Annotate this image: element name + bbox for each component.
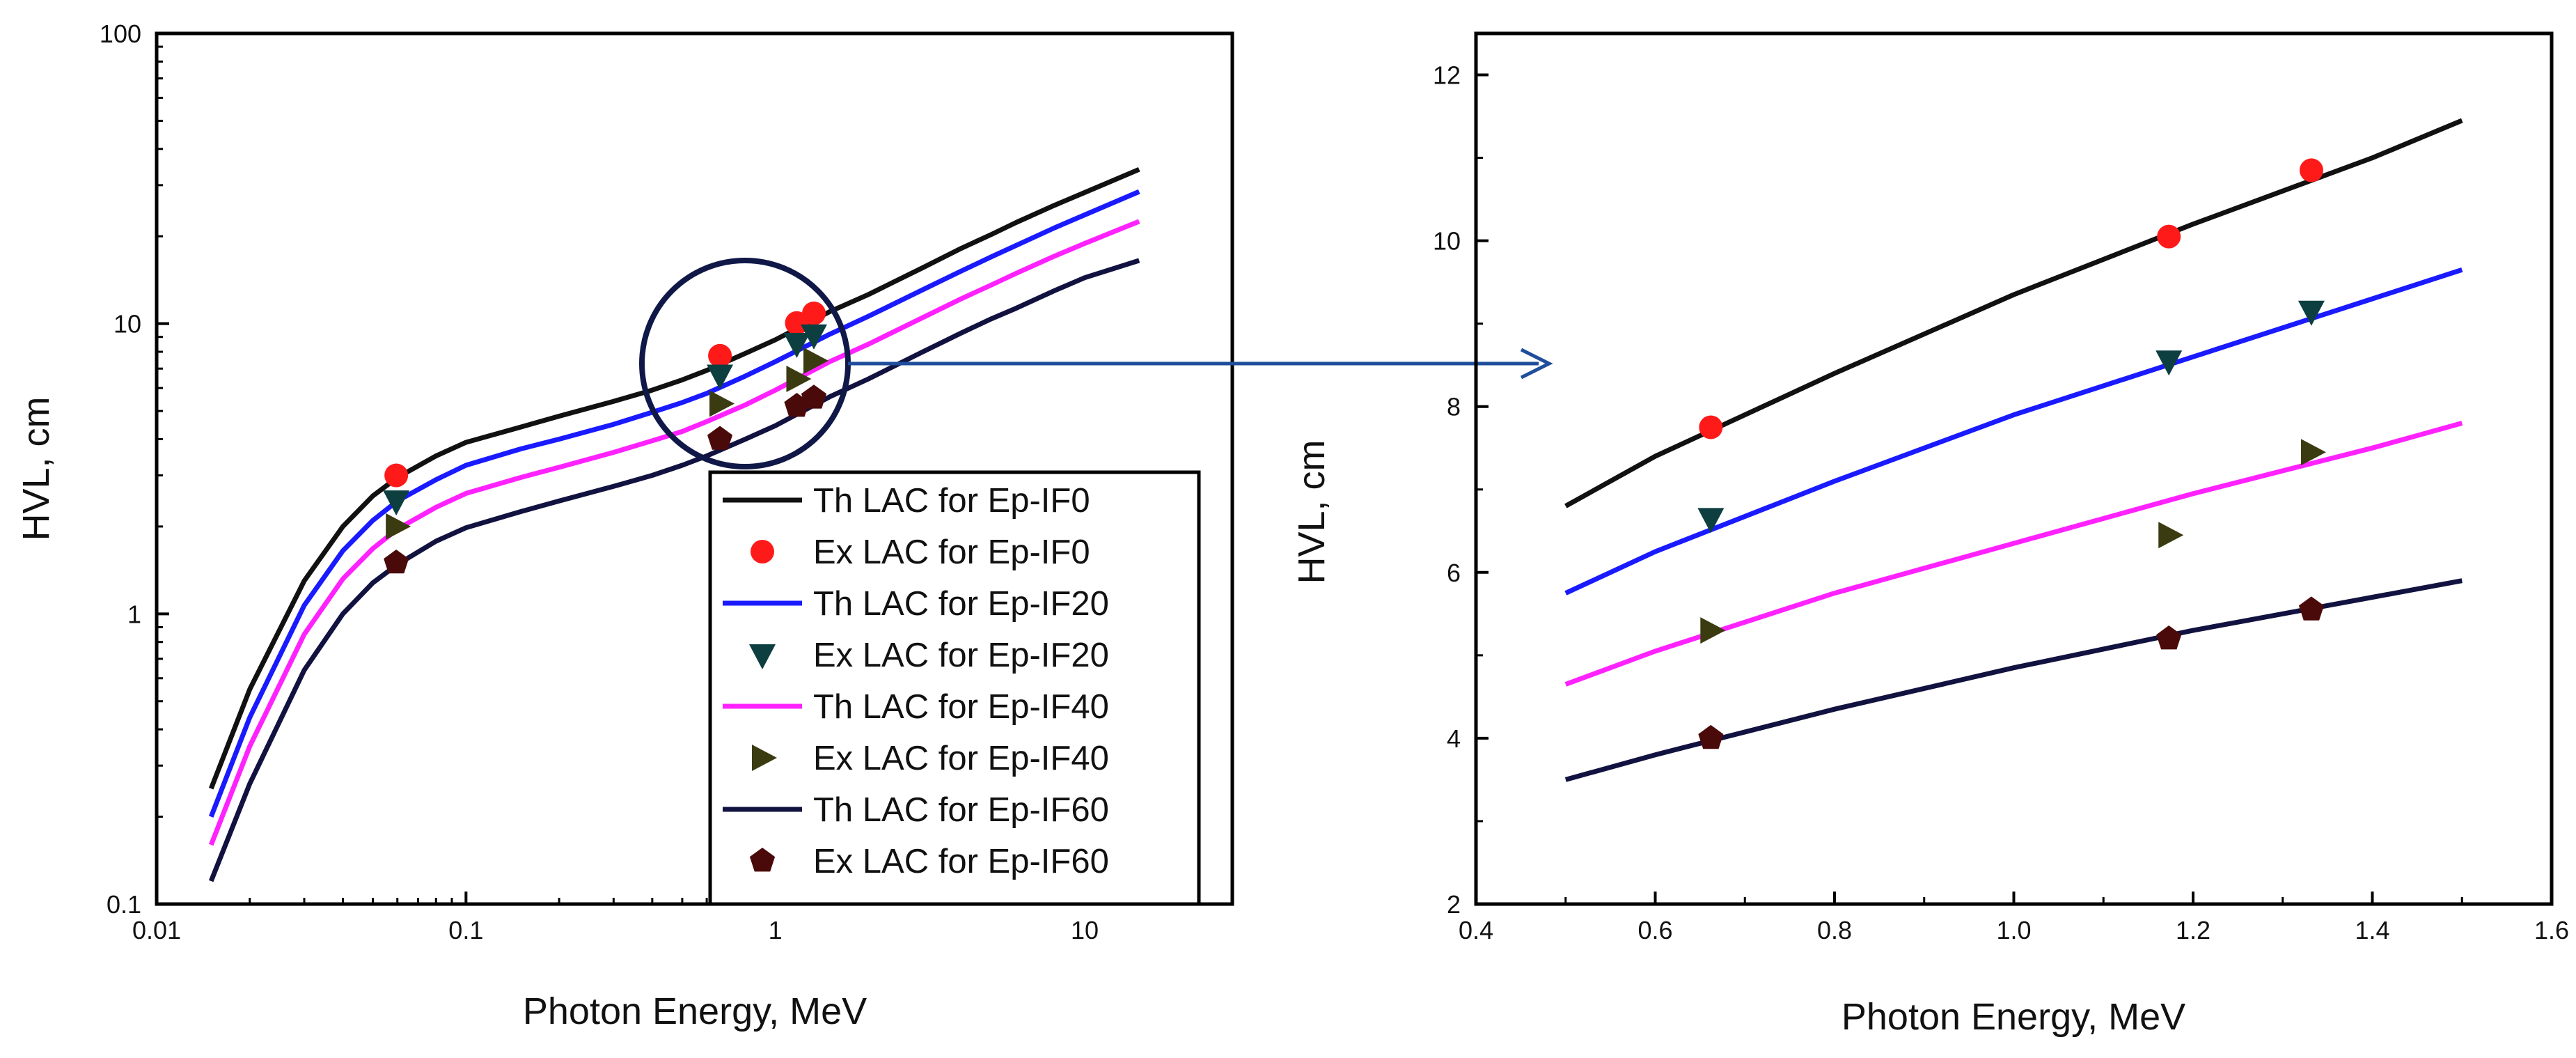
x-tick-label: 1.0 — [1996, 916, 2031, 944]
data-point-ex-lac-for-ep-if0 — [801, 301, 826, 325]
data-point-ex-lac-for-ep-if0 — [384, 463, 409, 488]
y-tick-label: 8 — [1447, 393, 1461, 421]
legend-label: Ex LAC for Ep-IF40 — [813, 740, 1109, 777]
data-point-ex-lac-for-ep-if20 — [783, 333, 810, 359]
x-tick-label: 1.4 — [2355, 916, 2389, 944]
left-series-markers — [383, 301, 828, 574]
data-point-ex-lac-for-ep-if60 — [707, 426, 733, 450]
x-tick-label: 1.2 — [2176, 916, 2210, 944]
zoom-arrow — [848, 348, 1553, 380]
data-point-ex-lac-for-ep-if60 — [2298, 596, 2324, 621]
data-point-ex-lac-for-ep-if40 — [1700, 617, 1726, 644]
series-line-th-lac-for-ep-if40 — [208, 219, 1140, 846]
x-tick-label: 0.8 — [1817, 916, 1852, 944]
x-tick-label: 0.01 — [132, 916, 181, 944]
y-tick-label: 12 — [1433, 61, 1461, 90]
y-tick-label: 4 — [1447, 724, 1461, 753]
data-point-ex-lac-for-ep-if40 — [386, 513, 411, 540]
right-y-axis-label: HVL, cm — [1291, 439, 1333, 584]
y-tick-label: 0.1 — [107, 890, 141, 919]
y-tick-label: 10 — [1433, 227, 1461, 256]
data-point-ex-lac-for-ep-if20 — [2155, 350, 2183, 376]
y-tick-label: 6 — [1447, 559, 1461, 587]
data-point-ex-lac-for-ep-if40 — [786, 366, 812, 393]
series-line-th-lac-for-ep-if40 — [1564, 421, 2463, 687]
data-point-ex-lac-for-ep-if40 — [2300, 439, 2326, 466]
y-tick-label: 10 — [113, 310, 141, 339]
data-point-ex-lac-for-ep-if60 — [2156, 625, 2182, 650]
legend: Th LAC for Ep-IF0 Ex LAC for Ep-IF0 Th LAC… — [708, 470, 1201, 906]
right-series-lines — [1564, 118, 2463, 782]
left-y-axis-label: HVL, cm — [15, 396, 57, 540]
right-series-markers — [1697, 158, 2326, 749]
legend-label: Th LAC for Ep-IF0 — [813, 482, 1090, 520]
data-point-ex-lac-for-ep-if40 — [803, 347, 828, 374]
x-tick-label: 0.4 — [1459, 916, 1493, 944]
x-tick-label: 0.6 — [1638, 916, 1672, 944]
legend-marker-swatch — [751, 540, 774, 563]
data-point-ex-lac-for-ep-if0 — [2299, 158, 2323, 182]
series-line-th-lac-for-ep-if60 — [208, 258, 1140, 882]
left-plot-frame — [155, 31, 1234, 906]
data-point-ex-lac-for-ep-if40 — [709, 390, 735, 417]
legend-label: Th LAC for Ep-IF40 — [813, 688, 1109, 726]
legend-label: Ex LAC for Ep-IF20 — [813, 637, 1109, 674]
legend-label: Th LAC for Ep-IF60 — [813, 791, 1109, 829]
data-point-ex-lac-for-ep-if20 — [2298, 300, 2325, 326]
data-point-ex-lac-for-ep-if0 — [708, 343, 732, 368]
y-tick-label: 1 — [127, 600, 141, 628]
series-line-th-lac-for-ep-if0 — [208, 166, 1140, 790]
legend-marker-swatch — [752, 745, 777, 771]
data-point-ex-lac-for-ep-if60 — [801, 384, 827, 409]
series-line-th-lac-for-ep-if20 — [1564, 267, 2463, 596]
x-tick-label: 1 — [769, 916, 783, 944]
right-chart-panel: 0.4 0.6 0.8 1.0 1.2 1.4 1.6 2 4 6 8 10 12 Photon Ene… — [1291, 31, 2569, 1038]
data-point-ex-lac-for-ep-if20 — [383, 490, 410, 516]
data-point-ex-lac-for-ep-if20 — [707, 364, 734, 390]
legend-box — [708, 470, 1201, 906]
legend-items: Th LAC for Ep-IF0 Ex LAC for Ep-IF0 Th LAC… — [723, 482, 1109, 880]
y-tick-label: 2 — [1447, 890, 1461, 919]
y-tick-label: 100 — [100, 20, 141, 48]
data-point-ex-lac-for-ep-if0 — [2157, 224, 2181, 249]
data-point-ex-lac-for-ep-if20 — [1697, 508, 1725, 534]
legend-label: Ex LAC for Ep-IF0 — [813, 534, 1090, 571]
series-line-th-lac-for-ep-if60 — [1564, 578, 2463, 782]
x-tick-label: 0.1 — [448, 916, 483, 944]
left-x-axis-label: Photon Energy, MeV — [523, 990, 867, 1032]
x-tick-label: 1.6 — [2534, 916, 2569, 944]
legend-marker-swatch — [749, 848, 776, 872]
data-point-ex-lac-for-ep-if40 — [2158, 522, 2184, 549]
right-ticks: 0.4 0.6 0.8 1.0 1.2 1.4 1.6 2 4 6 8 10 12 — [1433, 61, 2569, 944]
legend-label: Th LAC for Ep-IF20 — [813, 585, 1109, 623]
data-point-ex-lac-for-ep-if60 — [384, 550, 409, 574]
data-point-ex-lac-for-ep-if60 — [1698, 724, 1724, 749]
series-line-th-lac-for-ep-if20 — [208, 189, 1140, 818]
x-tick-label: 10 — [1071, 916, 1099, 944]
right-x-axis-label: Photon Energy, MeV — [1841, 996, 2185, 1038]
series-line-th-lac-for-ep-if0 — [1564, 118, 2463, 508]
data-point-ex-lac-for-ep-if20 — [800, 324, 827, 350]
legend-marker-swatch — [749, 644, 776, 669]
left-series-lines — [208, 166, 1140, 882]
legend-label: Ex LAC for Ep-IF60 — [813, 843, 1109, 880]
data-point-ex-lac-for-ep-if0 — [1699, 415, 1723, 439]
